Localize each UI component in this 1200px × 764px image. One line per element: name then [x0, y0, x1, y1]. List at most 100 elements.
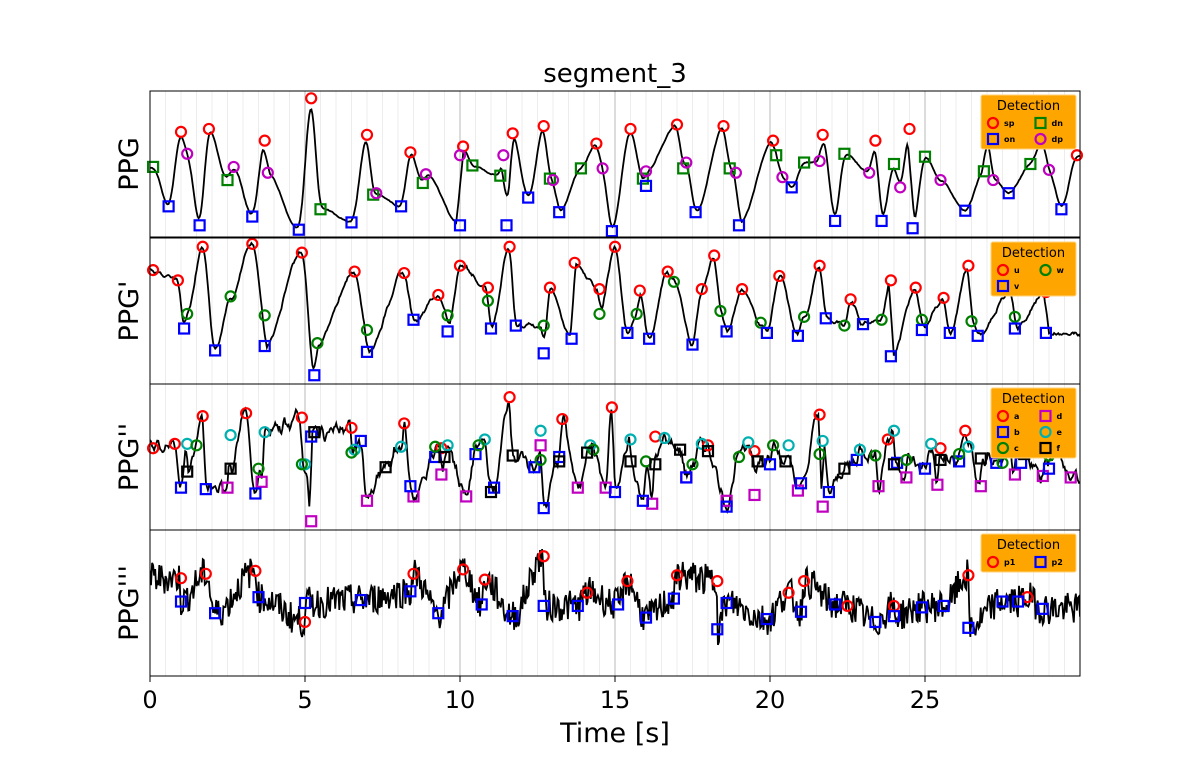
marker-sp: [360, 128, 374, 141]
marker-f: [701, 445, 715, 458]
marker-on: [828, 214, 842, 228]
marker-e: [224, 429, 237, 442]
marker-d: [571, 481, 584, 494]
marker-p2: [962, 621, 975, 634]
marker-dn: [574, 162, 588, 175]
marker-w: [181, 307, 194, 321]
marker-b: [608, 485, 622, 499]
marker-u: [661, 265, 674, 278]
marker-sp: [766, 134, 780, 147]
marker-p1: [537, 550, 550, 563]
legend-marker-p1: [986, 555, 1000, 569]
legend-marker-b: [996, 425, 1010, 439]
legend-label-p2: p2: [1052, 558, 1063, 567]
legend-marker-c: [996, 441, 1010, 455]
marker-dp: [639, 165, 653, 178]
marker-p2: [887, 610, 901, 623]
marker-a: [168, 437, 181, 450]
marker-b: [720, 500, 733, 513]
marker-v: [915, 323, 929, 337]
marker-v: [971, 329, 984, 342]
marker-w: [965, 315, 978, 328]
marker-f: [308, 426, 321, 439]
marker-d: [360, 494, 374, 507]
marker-b: [794, 477, 808, 490]
marker-dn: [466, 159, 479, 172]
marker-dp: [546, 173, 560, 187]
marker-on: [639, 179, 653, 192]
marker-p1: [797, 574, 811, 588]
marker-u: [246, 237, 259, 250]
legend-label-f: f: [1057, 444, 1061, 453]
marker-dp: [596, 162, 609, 175]
marker-p1: [457, 563, 470, 576]
marker-dn: [887, 157, 901, 171]
legend-marker-p2: [1034, 555, 1047, 569]
legend-label-a: a: [1014, 412, 1019, 421]
marker-d: [255, 475, 268, 488]
marker-on: [1055, 203, 1068, 216]
marker-d: [221, 481, 234, 494]
marker-w: [311, 337, 324, 350]
marker-d: [1008, 468, 1022, 481]
marker-c: [900, 453, 913, 467]
marker-a: [934, 442, 947, 455]
marker-p2: [937, 599, 950, 613]
marker-f: [624, 455, 637, 468]
marker-on: [689, 206, 702, 219]
marker-v: [720, 325, 733, 338]
marker-u: [171, 274, 184, 287]
legend-marker-d: [1039, 409, 1052, 423]
marker-p1: [711, 574, 724, 588]
marker-w: [1008, 310, 1022, 323]
legend-label-v: v: [1014, 282, 1020, 291]
x-axis-label: Time [s]: [559, 718, 670, 749]
marker-p2: [869, 615, 882, 629]
marker-d: [534, 439, 547, 452]
marker-c: [429, 440, 442, 453]
marker-u: [398, 266, 411, 280]
legend-marker-v: [996, 279, 1010, 293]
marker-u: [844, 293, 857, 306]
marker-f: [673, 443, 687, 456]
legend-label-b: b: [1014, 428, 1020, 437]
marker-d: [872, 480, 885, 493]
marker-f: [224, 462, 237, 475]
marker-b: [952, 455, 966, 468]
marker-f: [649, 458, 662, 471]
marker-v: [565, 332, 578, 345]
marker-w: [224, 290, 237, 303]
marker-a: [240, 407, 253, 420]
marker-u: [962, 259, 975, 272]
marker-f: [484, 485, 498, 499]
marker-dp: [497, 149, 510, 162]
marker-c: [587, 443, 600, 456]
marker-e: [441, 439, 454, 452]
marker-v: [1039, 326, 1053, 339]
marker-p2: [354, 593, 367, 607]
marker-a: [881, 433, 894, 446]
marker-dn: [977, 165, 991, 178]
marker-a: [398, 417, 411, 430]
marker-dp: [261, 166, 274, 179]
legend-label-u: u: [1014, 266, 1020, 275]
marker-w: [441, 309, 454, 322]
legend-marker-w: [1039, 263, 1052, 277]
marker-v: [1008, 322, 1022, 335]
y-axis-label: PPG: [114, 137, 145, 191]
legend-label-on: on: [1004, 135, 1015, 144]
marker-e: [395, 440, 408, 453]
marker-a: [295, 411, 308, 424]
marker-p2: [432, 607, 445, 620]
legend-marker-on: [986, 132, 1000, 146]
legend: Detection u w v: [990, 241, 1077, 297]
marker-p2: [404, 585, 417, 598]
marker-dn: [797, 156, 811, 169]
marker-d: [791, 484, 805, 497]
marker-v: [791, 329, 805, 342]
marker-a: [147, 442, 160, 455]
legend-box: [980, 533, 1077, 573]
marker-sp: [258, 134, 271, 147]
x-tick-label: 15: [600, 686, 631, 714]
